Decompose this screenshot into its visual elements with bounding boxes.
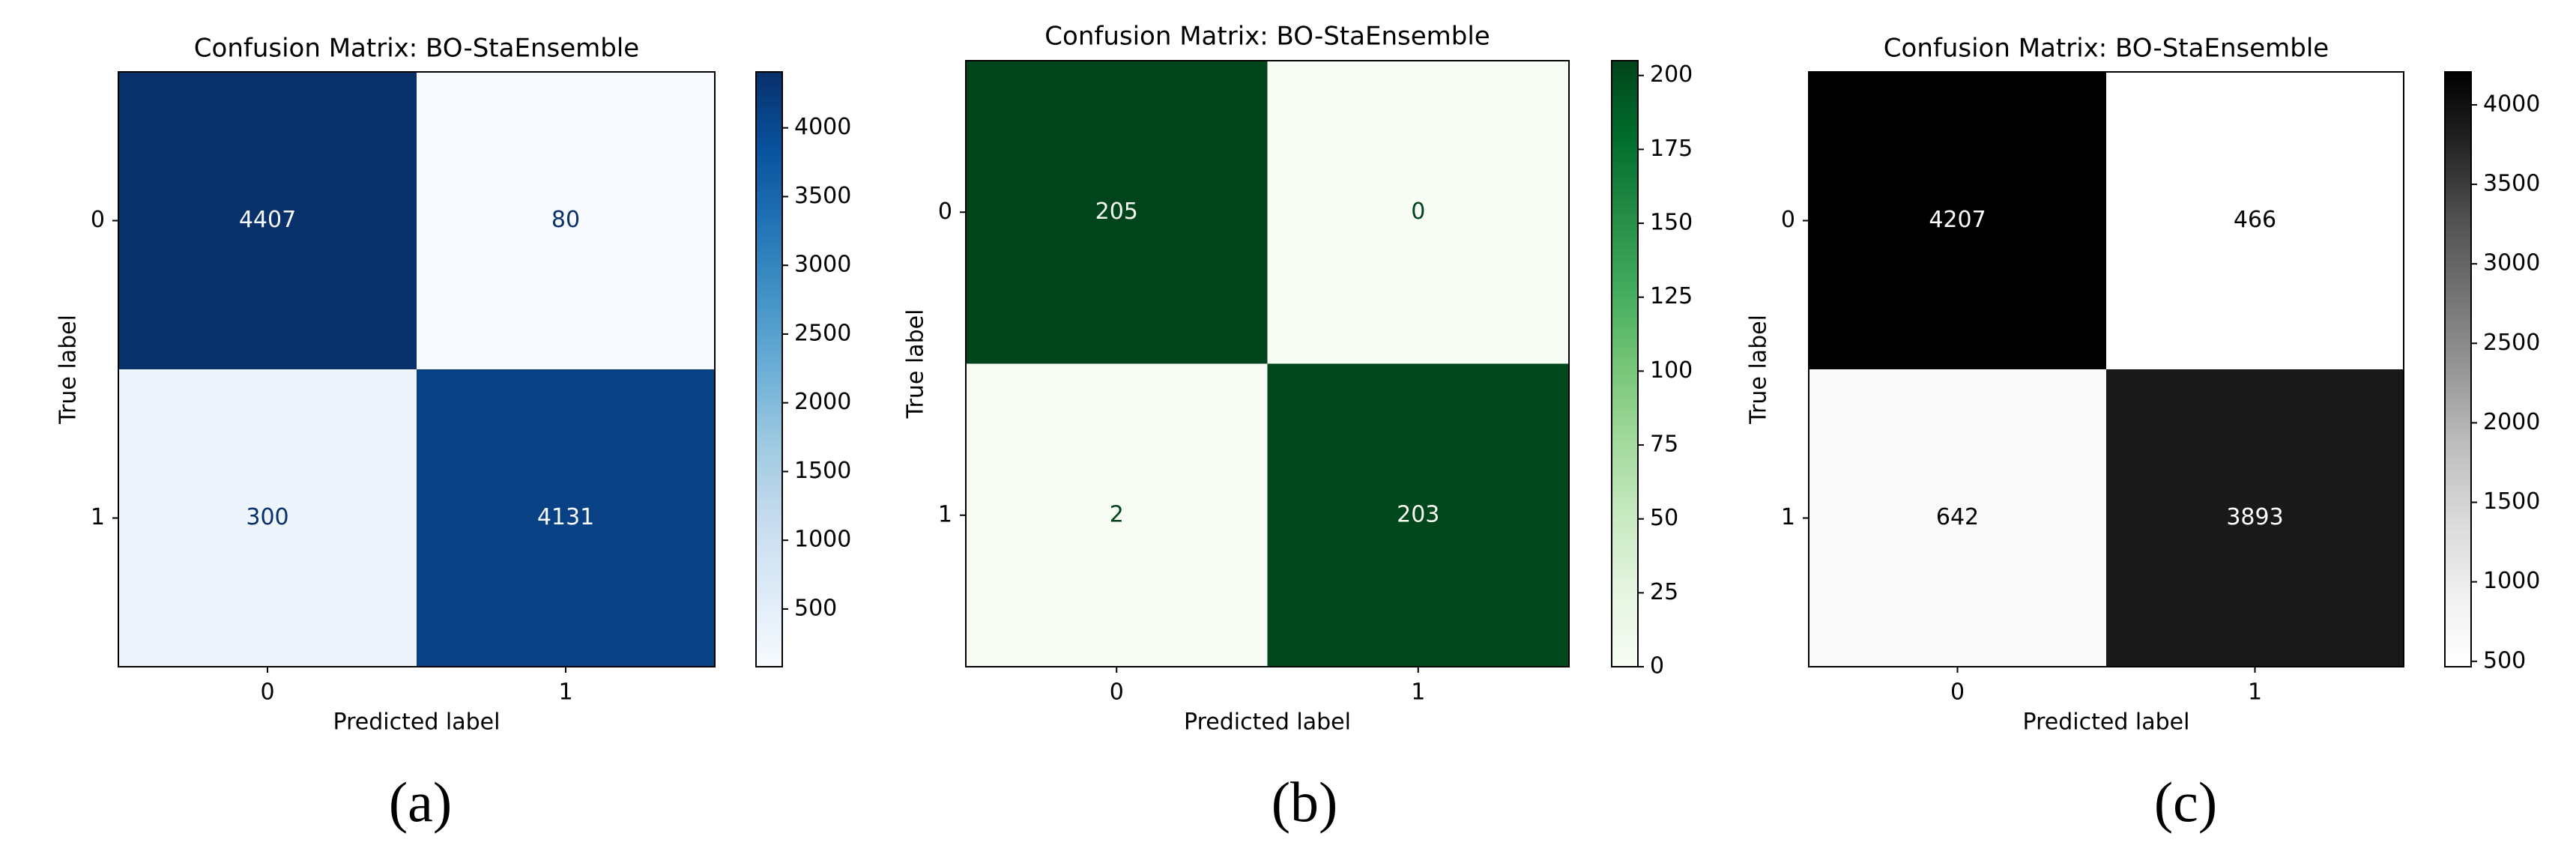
cell — [1267, 363, 1569, 667]
cell-label: 4207 — [1929, 207, 1986, 233]
colorbar — [2444, 71, 2472, 667]
cell — [118, 72, 417, 369]
caption: (c) — [2154, 771, 2217, 834]
x-tick-label: 0 — [260, 679, 274, 706]
colorbar-tick-label: 3000 — [2483, 250, 2540, 276]
colorbar-tick-label: 125 — [1650, 283, 1693, 309]
colorbar-tick-label: 4000 — [2483, 91, 2540, 117]
cell — [1809, 369, 2106, 667]
y-tick-label: 1 — [938, 501, 952, 527]
caption: (a) — [389, 771, 452, 834]
colorbar-tick-label: 175 — [1650, 136, 1693, 162]
x-tick-label: 1 — [2248, 679, 2262, 706]
cell — [2106, 369, 2404, 667]
colorbar-tick-label: 2500 — [794, 320, 851, 346]
x-tick-label: 1 — [558, 679, 572, 706]
colorbar-tick-label: 0 — [1650, 653, 1664, 679]
x-axis-label: Predicted label — [1184, 709, 1351, 736]
x-axis-label: Predicted label — [2023, 709, 2190, 736]
cell-label: 300 — [246, 504, 288, 530]
cell-label: 3893 — [2226, 504, 2283, 530]
cell-label: 466 — [2234, 207, 2276, 233]
x-axis-label: Predicted label — [333, 709, 501, 736]
y-tick-label: 0 — [1781, 207, 1795, 233]
chart-title: Confusion Matrix: BO-StaEnsemble — [1884, 34, 2329, 64]
colorbar-tick-label: 1000 — [794, 527, 851, 553]
colorbar-tick-label: 2500 — [2483, 330, 2540, 356]
cell-label: 642 — [1936, 504, 1979, 530]
colorbar-tick-label: 25 — [1650, 579, 1678, 605]
cell-label: 203 — [1397, 501, 1439, 527]
colorbar-tick-label: 3500 — [2483, 171, 2540, 197]
cell-label: 80 — [551, 207, 580, 233]
axes-frame — [965, 60, 1570, 667]
cell — [1267, 61, 1569, 364]
colorbar-tick-label: 1500 — [794, 458, 851, 484]
colorbar-tick-label: 150 — [1650, 210, 1693, 236]
colorbar-tick-label: 500 — [794, 595, 837, 621]
colorbar — [1611, 60, 1639, 667]
chart-title: Confusion Matrix: BO-StaEnsemble — [194, 34, 639, 64]
colorbar-tick-label: 2000 — [794, 389, 851, 415]
colorbar-tick-label: 50 — [1650, 505, 1678, 531]
colorbar-tick-label: 2000 — [2483, 409, 2540, 435]
y-tick-label: 0 — [91, 207, 105, 233]
cell-label: 4131 — [537, 504, 594, 530]
cell-label: 2 — [1110, 501, 1124, 527]
y-tick-label: 0 — [938, 199, 952, 225]
colorbar — [755, 71, 783, 667]
colorbar-tick-label: 3000 — [794, 252, 851, 278]
colorbar-tick-label: 200 — [1650, 61, 1693, 88]
cell — [966, 363, 1268, 667]
colorbar-tick-label: 1500 — [2483, 488, 2540, 515]
axes-frame — [1808, 71, 2404, 667]
colorbar-tick-label: 100 — [1650, 357, 1693, 384]
colorbar-tick-label: 75 — [1650, 432, 1678, 458]
y-axis-label: True label — [903, 309, 929, 420]
chart-title: Confusion Matrix: BO-StaEnsemble — [1044, 22, 1490, 52]
y-axis-label: True label — [1746, 315, 1772, 425]
cell — [417, 72, 715, 369]
cell-label: 0 — [1411, 199, 1425, 225]
colorbar-tick-label: 4000 — [794, 114, 851, 140]
colorbar-tick-label: 500 — [2483, 647, 2526, 673]
caption: (b) — [1272, 771, 1338, 834]
colorbar-tick-label: 1000 — [2483, 568, 2540, 594]
x-tick-label: 1 — [1411, 679, 1425, 706]
colorbar-tick-label: 3500 — [794, 183, 851, 209]
x-tick-label: 0 — [1110, 679, 1124, 706]
cell-label: 4407 — [239, 207, 296, 233]
axes-frame — [118, 71, 716, 667]
y-axis-label: True label — [55, 315, 82, 425]
cell — [966, 61, 1268, 364]
y-tick-label: 1 — [91, 504, 105, 530]
x-tick-label: 0 — [1950, 679, 1965, 706]
cell — [118, 369, 417, 667]
y-tick-label: 1 — [1781, 504, 1795, 530]
cell — [2106, 72, 2404, 369]
cell — [1809, 72, 2106, 369]
cell-label: 205 — [1095, 199, 1138, 225]
cell — [417, 369, 715, 667]
